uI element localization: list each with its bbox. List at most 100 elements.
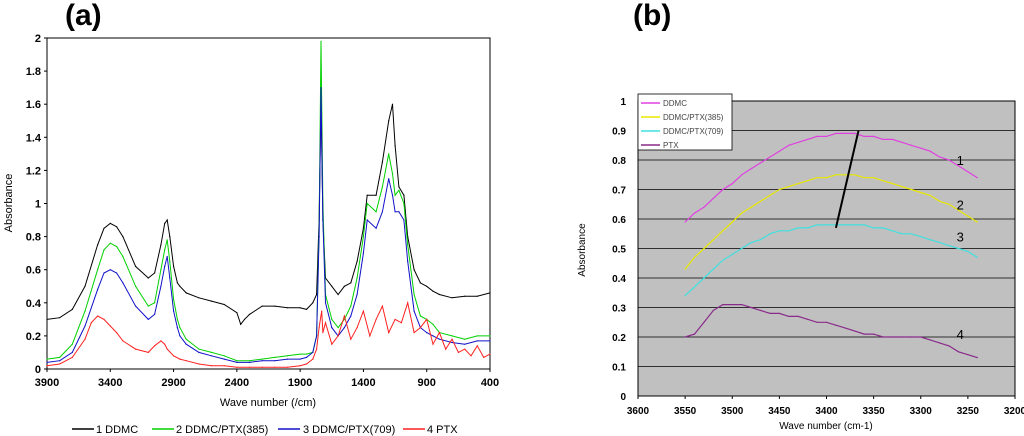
panel-b-data-point: [741, 212, 743, 214]
panel-a-data-point: [366, 219, 368, 221]
panel-b-x-tick-label: 3200: [1004, 406, 1024, 417]
panel-a-data-point: [438, 293, 440, 296]
panel-a-data-point: [391, 173, 394, 175]
panel-b-data-point: [976, 177, 978, 179]
panel-a-data-point: [381, 186, 383, 188]
panel-a-data-point: [312, 358, 314, 360]
panel-a-data-point: [394, 211, 396, 213]
panel-b-y-tick-label: 0: [620, 392, 626, 403]
panel-b-data-point: [703, 321, 705, 323]
panel-a-data-point: [166, 219, 168, 221]
panel-b-data-point: [769, 194, 771, 196]
panel-a-data-point: [173, 265, 175, 267]
panel-a-data-point: [286, 355, 289, 357]
panel-b-data-point: [731, 221, 733, 223]
panel-a-data-point: [198, 297, 200, 299]
panel-b-data-point: [844, 174, 847, 176]
panel-a-data-point: [476, 335, 478, 337]
panel-a-legend-item-1-ddmc: 1 DDMC: [72, 424, 138, 436]
panel-b-data-point: [759, 309, 762, 311]
panel-a-legend-label: 4 PTX: [427, 424, 458, 436]
panel-a-data-point: [362, 227, 364, 229]
panel-b-data-point: [939, 200, 941, 202]
panel-a-data-point: [84, 310, 86, 312]
panel-a-x-tick-label: 2400: [225, 377, 249, 389]
panel-b-data-point: [816, 177, 818, 179]
panel-a-data-point: [179, 285, 181, 287]
panel-a-x-ticks: 3900 3400 2900 2400 1900 1400 900 400: [35, 369, 499, 389]
panel-b-data-point: [759, 200, 762, 202]
panel-a-data-point: [71, 351, 73, 353]
panel-a-data-point: [426, 318, 428, 320]
panel-a-x-tick-label: 2900: [161, 377, 185, 389]
panel-b-data-point: [948, 203, 950, 205]
panel-a-data-point: [173, 310, 175, 312]
panel-a-data-point: [337, 293, 339, 296]
panel-a-data-point: [305, 356, 308, 358]
panel-b-data-point: [939, 156, 941, 158]
panel-b-data-point: [891, 336, 894, 338]
panel-b-data-point: [788, 186, 790, 188]
panel-a-data-point: [362, 236, 364, 238]
panel-a-data-point: [312, 351, 314, 353]
panel-b-data-point: [778, 230, 781, 232]
panel-a-data-point: [135, 285, 137, 287]
panel-a-data-point: [381, 161, 383, 163]
panel-a-data-point: [398, 211, 400, 213]
panel-b-y-tick-label: 0.3: [612, 304, 626, 315]
panel-a-data-point: [261, 366, 263, 368]
panel-b-data-point: [750, 168, 752, 170]
panel-a-data-point: [176, 318, 178, 320]
panel-b-data-point: [910, 144, 912, 146]
panel-a-data-point: [489, 353, 491, 355]
panel-b-data-point: [844, 224, 847, 226]
panel-b-data-point: [929, 239, 931, 241]
panel-b-data-point: [910, 233, 912, 235]
panel-b-data-point: [797, 315, 799, 317]
panel-a-data-point: [362, 310, 364, 312]
panel-b-data-point: [788, 144, 790, 146]
panel-b-data-point: [844, 327, 847, 329]
panel-b-label: (b): [633, 0, 671, 32]
panel-b-series-line: [684, 132, 978, 223]
panel-a-data-point: [343, 318, 345, 320]
panel-a-data-point: [286, 366, 289, 368]
panel-a-data-point: [135, 305, 137, 307]
panel-a-data-point: [398, 186, 400, 188]
panel-b-series-line: [684, 304, 978, 359]
panel-a-data-point: [185, 360, 187, 362]
panel-b-y-tick-label: 0.1: [612, 363, 626, 374]
panel-a-data-point: [179, 358, 181, 360]
panel-a-data-point: [356, 293, 358, 296]
panel-a-data-point: [223, 303, 225, 306]
panel-a-data-point: [97, 289, 99, 291]
panel-b-data-point: [920, 236, 922, 238]
panel-a-data-point: [343, 327, 345, 329]
panel-a-data-point: [236, 366, 238, 368]
panel-a-data-point: [59, 363, 61, 365]
panel-b-data-point: [920, 147, 922, 149]
panel-a-data-point: [305, 308, 308, 310]
panel-a-data-point: [438, 338, 440, 340]
panel-a-data-point: [236, 312, 238, 314]
panel-a-data-point: [274, 305, 276, 307]
panel-b-curve-number: 3: [957, 230, 964, 245]
panel-a-data-point: [147, 305, 149, 307]
panel-a-data-point: [321, 310, 323, 312]
panel-a-data-point: [160, 244, 162, 246]
panel-a-data-point: [413, 310, 415, 312]
panel-a-data-point: [426, 332, 428, 334]
panel-a-data-point: [316, 335, 318, 337]
panel-a-data-point: [451, 335, 453, 337]
panel-b-data-point: [948, 345, 950, 347]
panel-a-data-point: [324, 322, 327, 324]
panel-a-data-point: [248, 313, 251, 315]
panel-b-curve-number: 1: [957, 153, 964, 168]
panel-b-data-point: [929, 150, 931, 152]
panel-a-data-point: [445, 348, 447, 350]
panel-a-legend-label: 3 DDMC/PTX(709): [303, 424, 395, 436]
panel-a-data-point: [356, 260, 358, 262]
panel-a-data-point: [398, 189, 400, 191]
panel-a-data-point: [350, 282, 352, 284]
panel-a-data-point: [71, 356, 73, 358]
